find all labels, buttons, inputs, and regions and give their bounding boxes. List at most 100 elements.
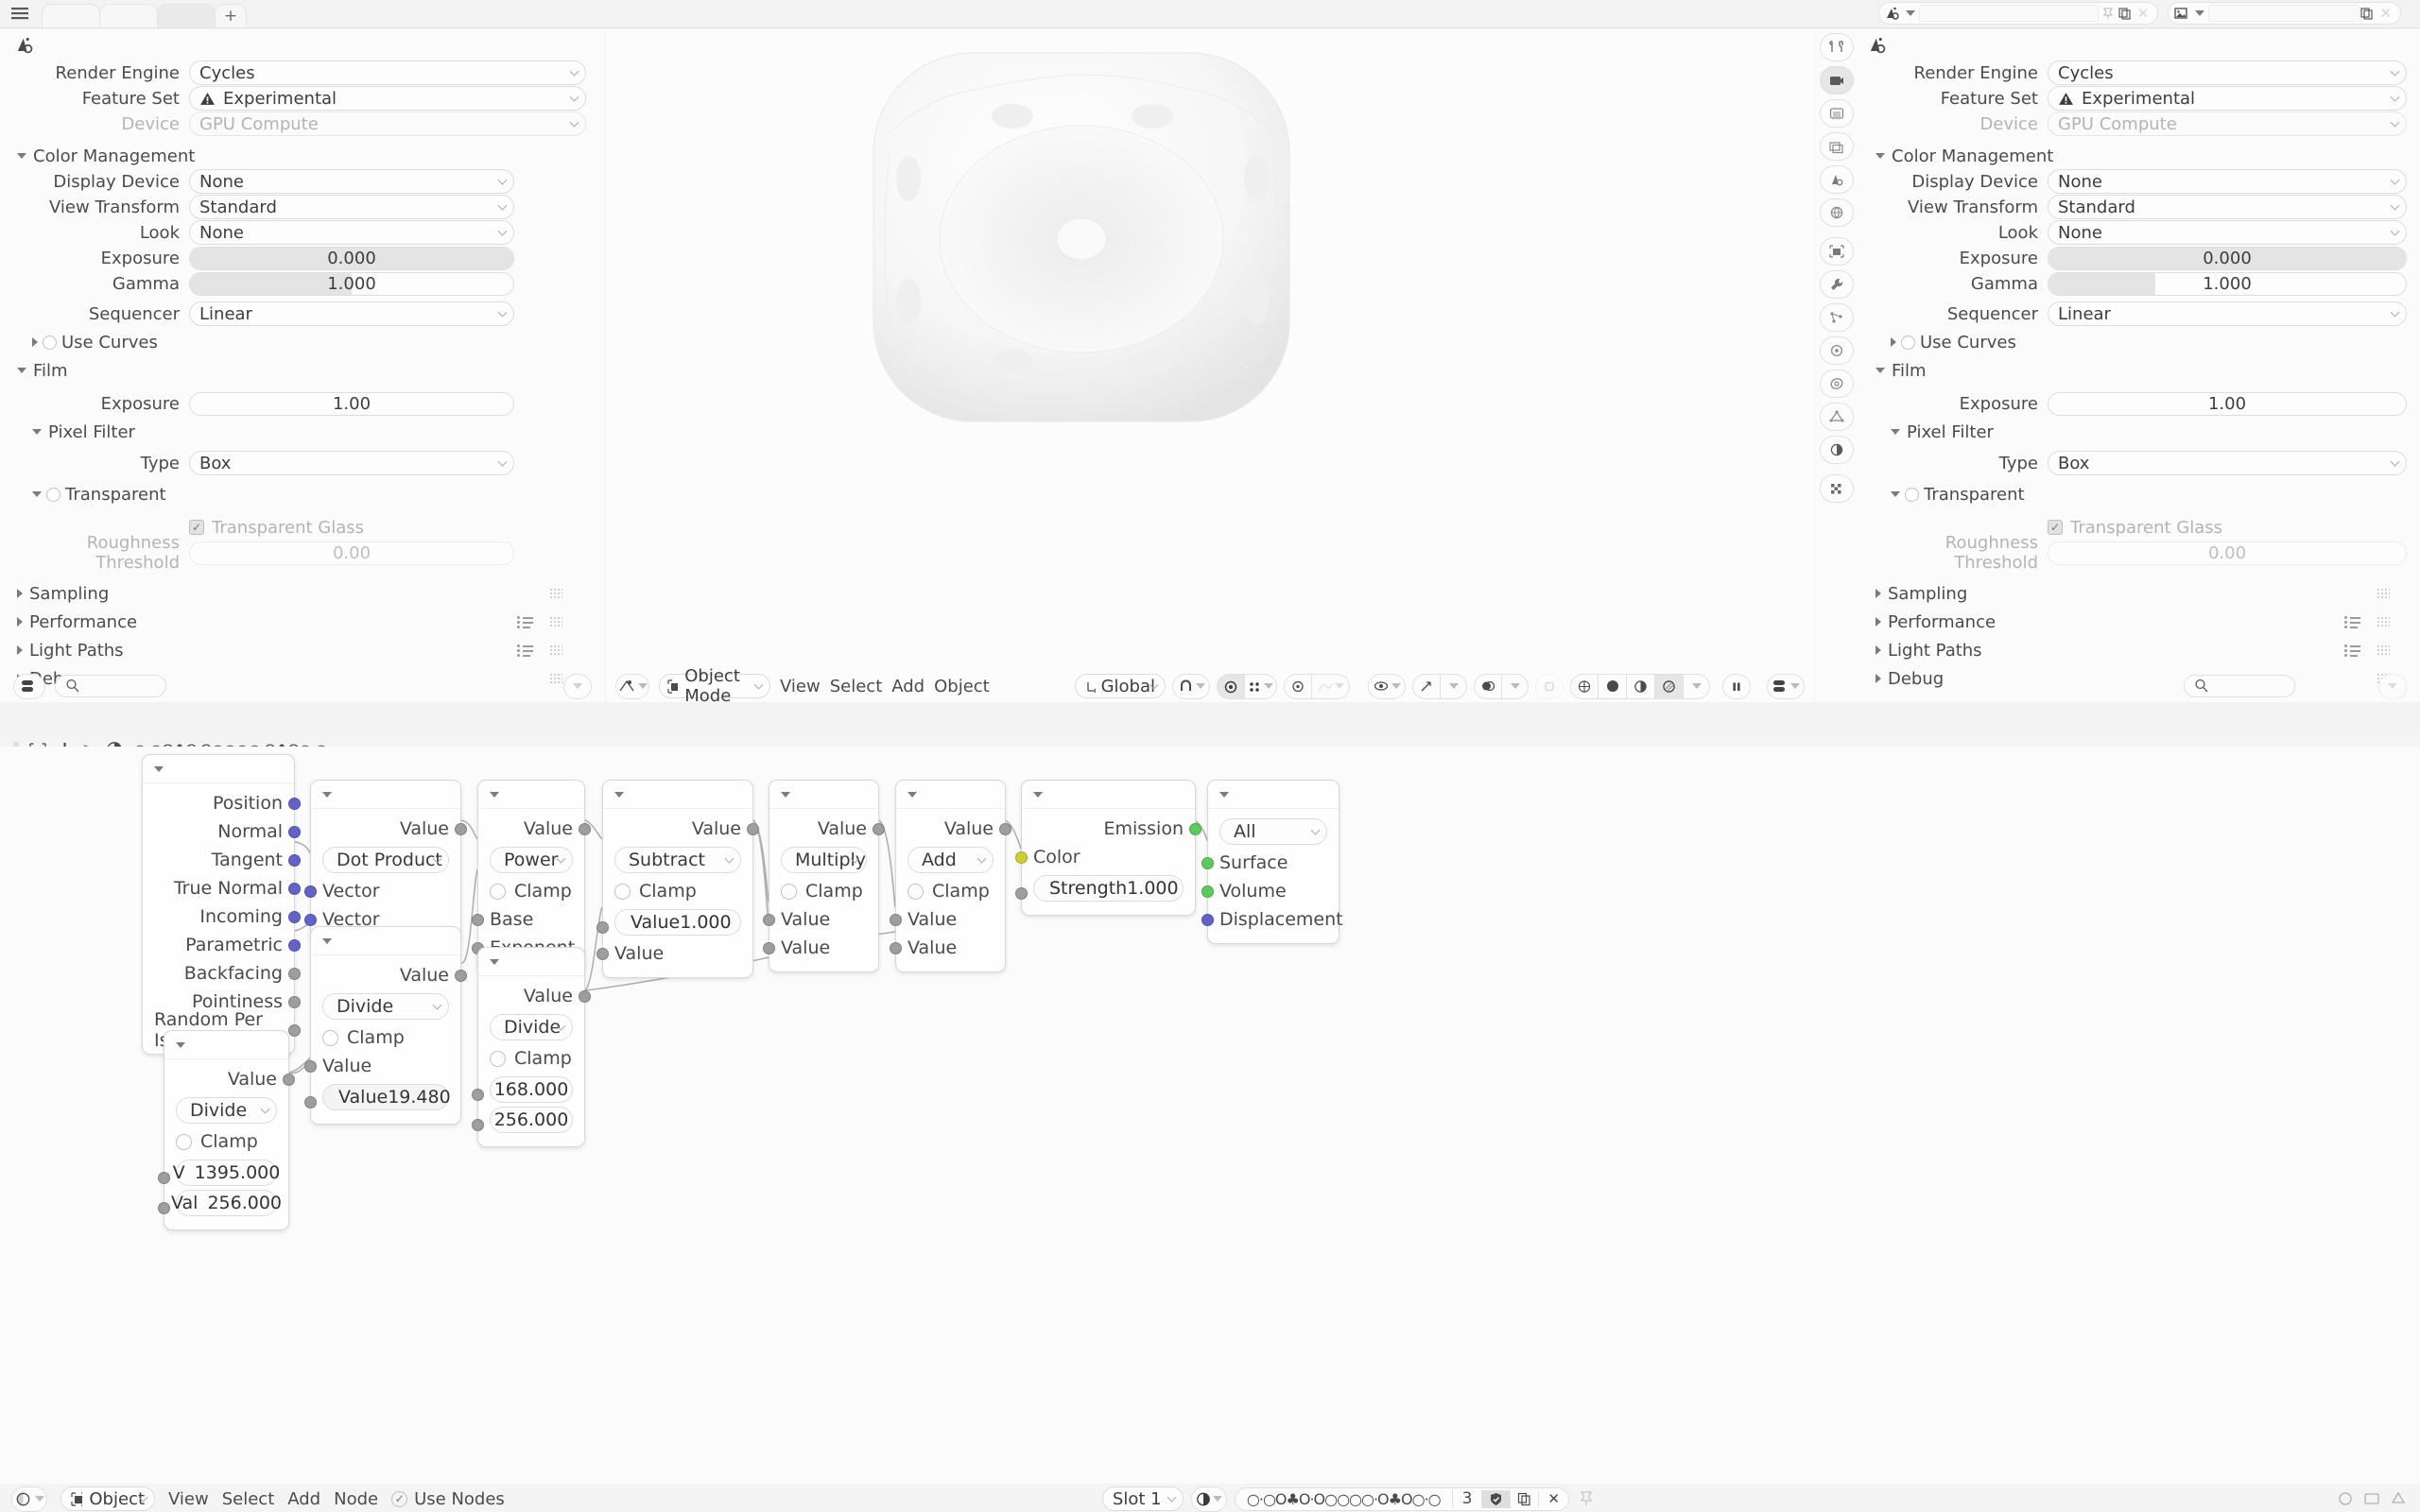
chevron-down-icon[interactable] [322,791,332,798]
clamp-checkbox[interactable] [322,1029,338,1046]
properties-search-input-r[interactable] [2184,675,2295,697]
render-engine-dropdown[interactable]: Cycles [189,60,586,85]
image-datablock-selector[interactable]: ✕ [2168,2,2401,25]
socket-parametric[interactable]: Parametric [143,931,301,959]
socket-value-a[interactable]: Value [304,1052,460,1080]
viewport-menu-object[interactable]: Object [934,676,990,696]
socket-surface[interactable]: Surface [1201,849,1339,877]
socket-value-out[interactable]: Value [164,1065,295,1093]
grip-icon[interactable] [2377,616,2390,627]
socket-position[interactable]: Position [143,789,301,817]
copy-icon[interactable] [2360,7,2375,20]
shading-dropdown[interactable] [1684,673,1710,699]
socket-dot[interactable] [747,823,759,835]
value-input-a[interactable]: 168.000 [490,1076,573,1103]
socket-vector-b[interactable]: Vector [304,905,460,934]
socket-dot[interactable] [763,942,775,954]
transparent-row[interactable]: Transparent [0,480,586,508]
socket-value-a[interactable]: Value [763,905,878,934]
sequencer-dropdown[interactable]: Linear [189,301,514,326]
fake-user-button[interactable] [1481,1489,1511,1508]
chevron-down-icon[interactable] [1033,791,1043,798]
node-math-divide-b[interactable]: Value Divide Clamp 168.000 256.000 [472,947,591,1147]
material-name-field[interactable]: ○·○O♣O·O○○○○·O♣O○·○ [1246,1489,1442,1508]
socket-incoming[interactable]: Incoming [143,902,301,931]
grip-icon[interactable] [549,673,562,684]
socket-vector-a[interactable]: Vector [304,877,460,905]
socket-dot[interactable] [304,914,317,926]
socket-color[interactable]: Color [1015,843,1195,871]
properties-options-button[interactable] [563,673,592,699]
viewport-options-button[interactable] [1767,673,1805,699]
clamp-checkbox[interactable] [490,883,506,900]
chevron-down-icon[interactable] [781,791,790,798]
clamp-row[interactable]: Clamp [478,1044,584,1073]
socket-dot[interactable] [999,823,1011,835]
socket-dot[interactable] [304,885,317,898]
socket-value-out[interactable]: Value [896,815,1011,843]
workspace-tab-1[interactable] [42,4,100,27]
chevron-down-icon[interactable] [490,958,499,965]
look-dropdown-r[interactable]: None [2048,220,2407,245]
viewport-menu-view[interactable]: View [780,676,821,696]
tab-object[interactable] [1820,237,1854,266]
filter-toggle-button[interactable] [13,673,45,699]
socket-value-b[interactable]: Value [596,939,752,968]
operation-dropdown[interactable]: Power [490,847,573,873]
snap-curve-button[interactable] [1312,673,1350,699]
overlays-dropdown[interactable] [1502,673,1529,699]
node-math-divide-c[interactable]: Value Divide Clamp V 1395.000 Val 256.000 [158,1030,295,1230]
node-header[interactable] [1022,781,1195,809]
cm-gamma-slider-r[interactable]: 1.000 [2048,271,2407,296]
unlink-icon[interactable]: ✕ [1538,1490,1568,1507]
sampling-section[interactable]: Sampling [17,579,562,608]
socket-displacement[interactable]: Displacement [1201,905,1343,934]
node-math-divide-a[interactable]: Value Divide Clamp Value Value 19.480 [304,926,467,1125]
socket-backfacing[interactable]: Backfacing [143,959,301,988]
value-input-b[interactable]: Val 256.000 [171,1190,282,1216]
viewport-menu-add[interactable]: Add [891,676,925,696]
socket-normal[interactable]: Normal [143,817,301,846]
color-management-section[interactable]: Color Management [0,142,586,170]
clamp-row[interactable]: Clamp [311,1023,460,1052]
socket-value-out[interactable]: Value [769,815,885,843]
view-transform-dropdown-r[interactable]: Standard [2048,195,2407,219]
socket-dot[interactable] [472,914,484,926]
socket-dot[interactable] [873,823,885,835]
snap-target-button[interactable] [1284,673,1312,699]
tab-particles[interactable] [1820,303,1854,332]
node-vector-math-dot-product[interactable]: Value Dot Product Vector Vector [304,780,467,944]
use-curves-checkbox-r[interactable] [1901,335,1915,350]
socket-volume[interactable]: Volume [1201,877,1339,905]
tab-tool[interactable] [1820,33,1854,61]
visibility-button[interactable] [1368,673,1406,699]
close-icon[interactable]: ✕ [2136,5,2150,22]
socket-dot[interactable] [472,1119,484,1131]
node-editor-canvas[interactable]: Position Normal Tangent True Normal Inco… [0,747,2420,1484]
value-input-b[interactable]: Value 19.480 [322,1084,451,1110]
material-browse-button[interactable] [1190,1486,1227,1512]
use-curves-row-r[interactable]: Use Curves [1858,328,2407,356]
socket-dot[interactable] [288,798,301,810]
preset-list-icon[interactable] [2344,615,2360,628]
clamp-row[interactable]: Clamp [769,877,878,905]
proportional-falloff-dropdown[interactable] [1245,673,1277,699]
node-math-power[interactable]: Value Power Clamp Base Exponent [472,780,591,972]
socket-dot[interactable] [1015,851,1028,864]
grip-icon[interactable] [549,588,562,599]
pixel-filter-section[interactable]: Pixel Filter [0,418,586,446]
grip-icon[interactable] [549,616,562,627]
operation-dropdown[interactable]: Multiply [781,847,867,873]
chevron-down-icon[interactable] [908,791,917,798]
socket-dot[interactable] [1201,914,1214,926]
node-header[interactable] [769,781,878,809]
filter-type-dropdown-r[interactable]: Box [2048,451,2407,475]
overlays-toggle[interactable] [1474,673,1502,699]
transparent-row-r[interactable]: Transparent [1858,480,2407,508]
material-users-count[interactable]: 3 [1451,1489,1482,1508]
clamp-row[interactable]: Clamp [603,877,752,905]
value-input-a[interactable]: Value 1.000 [614,909,741,936]
socket-tangent[interactable]: Tangent [143,846,301,874]
preset-list-icon[interactable] [517,644,533,657]
operation-dropdown[interactable]: Divide [490,1014,573,1040]
